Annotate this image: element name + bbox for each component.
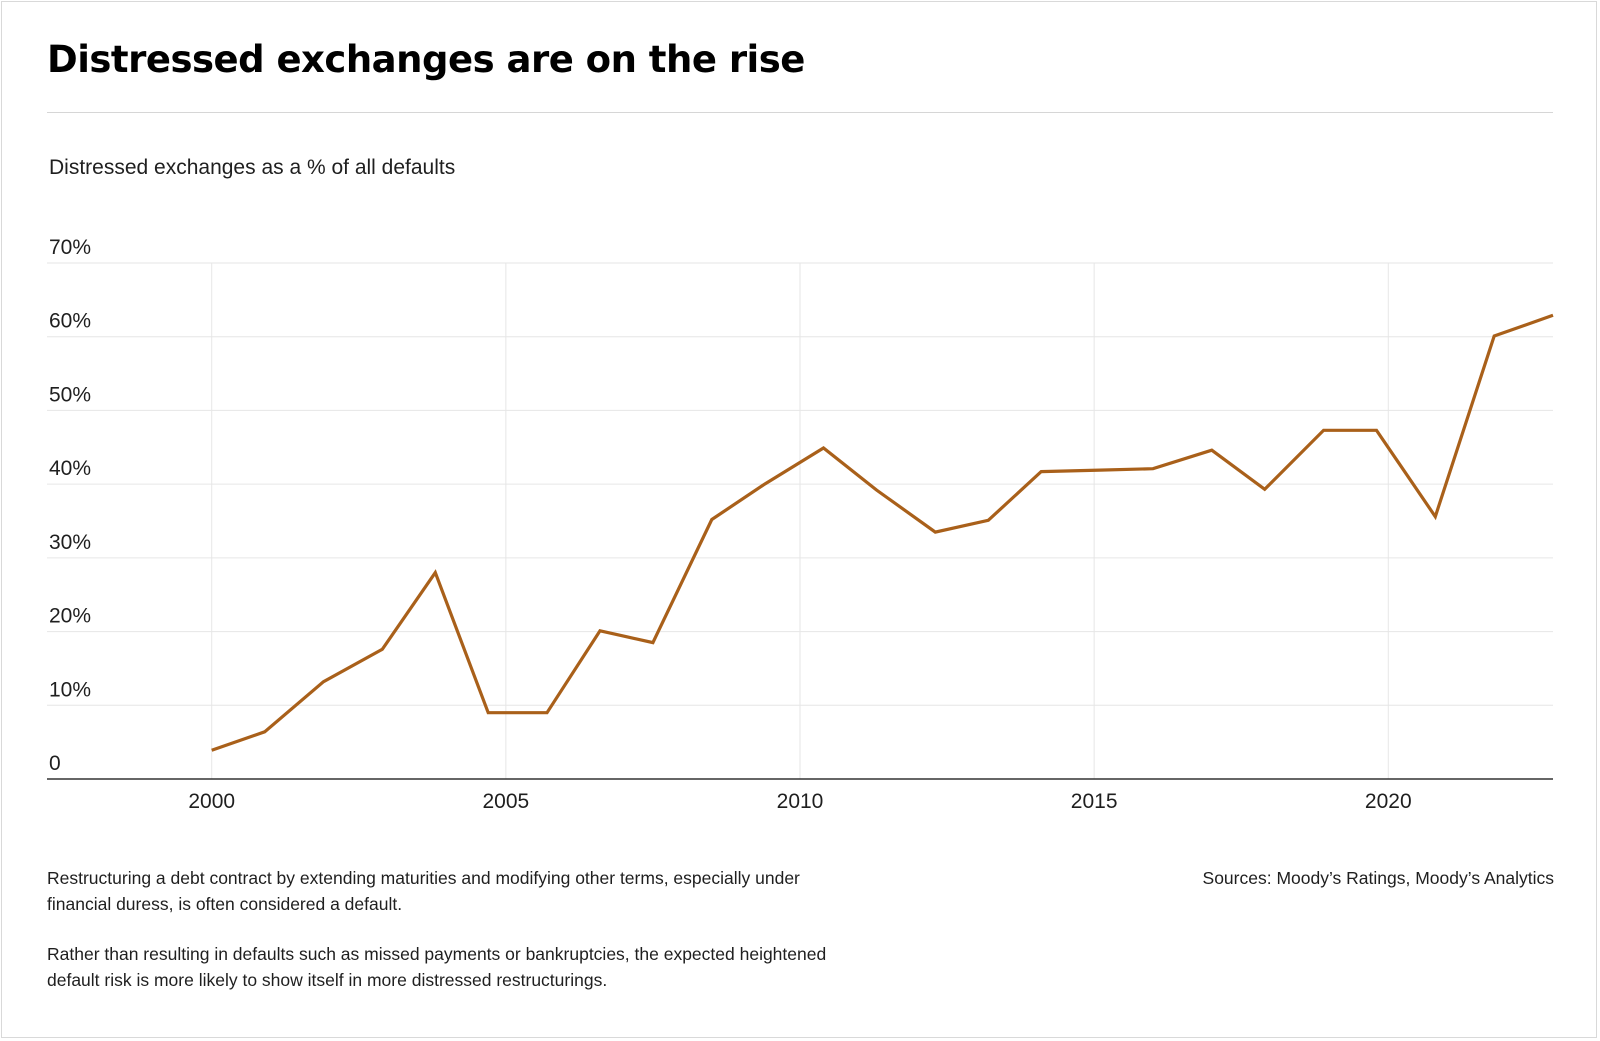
footnote-2: Rather than resulting in defaults such a… [47, 944, 827, 990]
y-tick-label: 0 [49, 752, 61, 775]
x-tick-label: 2010 [777, 790, 824, 813]
x-tick-label: 2020 [1365, 790, 1412, 813]
y-tick-label: 30% [49, 531, 91, 554]
footnote-1: Restructuring a debt contract by extendi… [47, 868, 800, 914]
source-credit: Sources: Moody’s Ratings, Moody’s Analyt… [1202, 868, 1554, 888]
series-line [211, 313, 1554, 752]
x-tick-label: 2005 [483, 790, 530, 813]
gridlines [47, 262, 1553, 779]
y-tick-label: 10% [49, 678, 91, 701]
y-tick-label: 40% [49, 457, 91, 480]
chart-subtitle: Distressed exchanges as a % of all defau… [49, 156, 456, 179]
x-tick-label: 2015 [1071, 790, 1118, 813]
y-tick-label: 70% [49, 236, 91, 259]
title-divider [47, 112, 1553, 113]
y-tick-label: 20% [49, 605, 91, 628]
chart-title: Distressed exchanges are on the rise [47, 38, 805, 81]
tick-labels: 0 10% 20% 30% 40% 50% 60% 70% 2000 2005 2010 2015 20… [49, 236, 1412, 813]
y-tick-label: 60% [49, 310, 91, 333]
x-tick-label: 2000 [188, 790, 235, 813]
y-tick-label: 50% [49, 383, 91, 406]
series [211, 313, 1554, 752]
